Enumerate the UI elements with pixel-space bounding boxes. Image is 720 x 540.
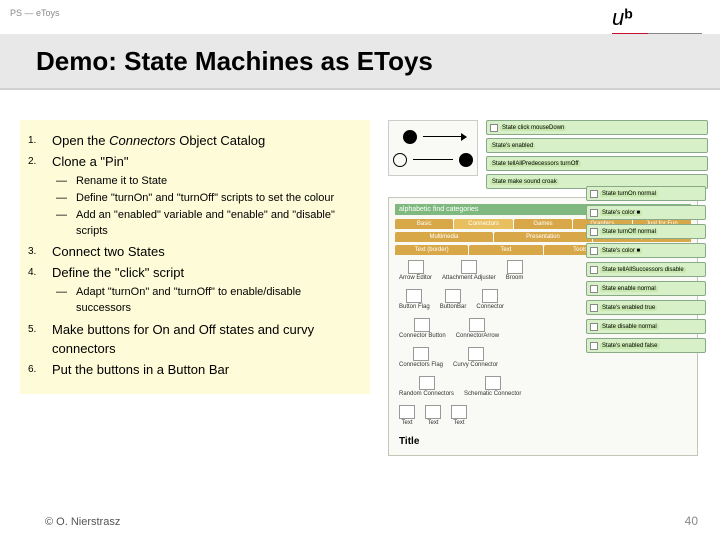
step-number: 1. (28, 132, 52, 151)
steps-box: 1. Open the Connectors Object Catalog 2.… (20, 120, 370, 394)
pin-icon (459, 153, 473, 167)
script-tile: State's enabled (486, 138, 708, 153)
step-text: Make buttons for On and Off states and c… (52, 321, 356, 359)
breadcrumb: PS — eToys (10, 8, 60, 18)
script-tile: State's color ■ (586, 205, 706, 220)
substep: Add an "enabled" variable and "enable" a… (76, 208, 356, 240)
step-number: 2. (28, 153, 52, 172)
page-number: 40 (685, 514, 698, 528)
page-title: Demo: State Machines as EToys (36, 46, 433, 77)
step-text: Clone a "Pin" (52, 153, 356, 172)
catalog-item[interactable]: Text (451, 405, 467, 426)
catalog-tab[interactable]: Basic (395, 219, 453, 229)
pin-diagram (388, 120, 478, 176)
script-tile: State's enabled false (586, 338, 706, 353)
catalog-item[interactable]: Arrow Editor (399, 260, 432, 281)
catalog-item[interactable]: Random Connectors (399, 376, 454, 397)
script-tile: State's color ■ (586, 243, 706, 258)
script-tile: State disable normal (586, 319, 706, 334)
title-bar: Demo: State Machines as EToys (0, 34, 720, 90)
catalog-item[interactable]: ConnectorArrow (456, 318, 499, 339)
script-tile: State click mouseDown (486, 120, 708, 135)
step-text: Connect two States (52, 243, 356, 262)
catalog-item[interactable]: Connector Button (399, 318, 446, 339)
script-tile: State's enabled true (586, 300, 706, 315)
script-tile: State turnOn normal (586, 186, 706, 201)
catalog-item[interactable]: Button Flag (399, 289, 430, 310)
script-tile: State tellAllSuccessors disable (586, 262, 706, 277)
step-number: 5. (28, 321, 52, 359)
catalog-item[interactable]: Text (425, 405, 441, 426)
catalog-item[interactable]: Schematic Connector (464, 376, 521, 397)
script-tiles-top: State click mouseDown State's enabled St… (486, 120, 708, 189)
step-text: Define the "click" script (52, 264, 356, 283)
catalog-tab[interactable]: Multimedia (395, 232, 493, 242)
catalog-tab[interactable]: Text (border) (395, 245, 468, 255)
catalog-tab[interactable]: Presentation (494, 232, 592, 242)
catalog-title: Title (395, 434, 691, 449)
step-number: 6. (28, 361, 52, 380)
step-number: 3. (28, 243, 52, 262)
script-tile: State turnOff normal (586, 224, 706, 239)
catalog-tab[interactable]: Games (514, 219, 572, 229)
catalog-item[interactable]: Text (399, 405, 415, 426)
pin-icon (403, 130, 417, 144)
step-number: 4. (28, 264, 52, 283)
script-tiles-right: State turnOn normal State's color ■ State … (586, 186, 706, 353)
pin-icon (393, 153, 407, 167)
catalog-item[interactable]: Attachment Adjuster (442, 260, 496, 281)
substep: Define "turnOn" and "turnOff" scripts to… (76, 191, 334, 207)
catalog-item[interactable]: Connector (476, 289, 504, 310)
catalog-item[interactable]: ButtonBar (440, 289, 467, 310)
substep: Adapt "turnOn" and "turnOff" to enable/d… (76, 285, 356, 317)
catalog-tab[interactable]: Text (469, 245, 542, 255)
step-text: Open the Connectors Object Catalog (52, 132, 356, 151)
substep: Rename it to State (76, 174, 167, 190)
copyright: © O. Nierstrasz (45, 516, 120, 528)
script-tile: State tellAllPredecessors turnOff (486, 156, 708, 171)
catalog-item[interactable]: Connectors Flag (399, 347, 443, 368)
catalog-item[interactable]: Curvy Connector (453, 347, 498, 368)
script-tile: State enable normal (586, 281, 706, 296)
step-text: Put the buttons in a Button Bar (52, 361, 356, 380)
catalog-tab[interactable]: Connectors (454, 219, 512, 229)
catalog-item[interactable]: Broom (506, 260, 524, 281)
